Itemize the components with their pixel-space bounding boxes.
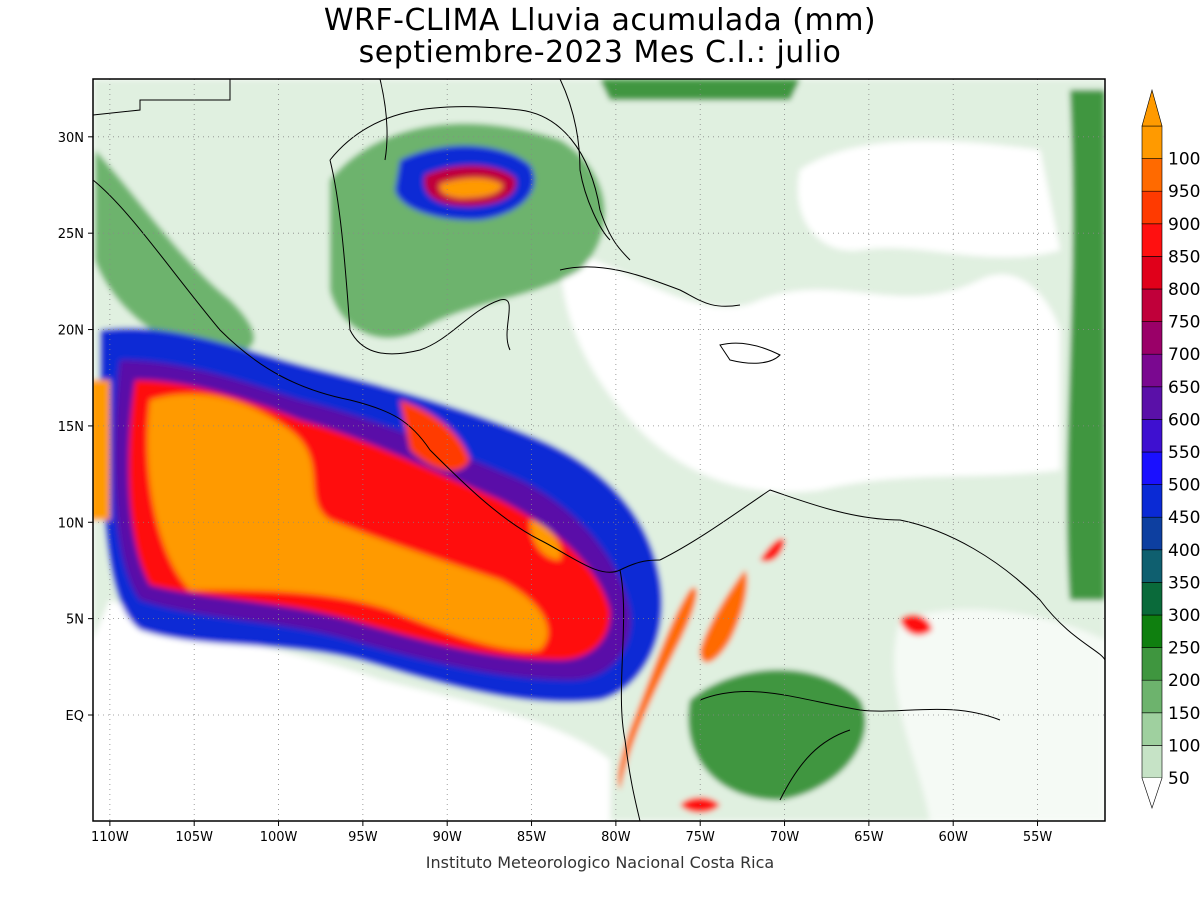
colorbar-swatch — [1141, 712, 1163, 746]
colorbar-label: 350 — [1168, 573, 1200, 593]
colorbar-swatch — [1141, 745, 1163, 779]
colorbar-label: 950 — [1168, 182, 1200, 202]
colorbar-label: 500 — [1168, 476, 1200, 496]
y-tick-label: 30N — [58, 131, 84, 146]
colorbar-swatch — [1141, 386, 1163, 420]
institution-credit: Instituto Meteorologico Nacional Costa R… — [425, 853, 775, 872]
colorbar-swatch — [1141, 614, 1163, 648]
colorbar: 50 100 150 200 250 300 350 400 450 500 550 600 650 70… — [1141, 88, 1200, 809]
colorbar-swatch — [1141, 125, 1163, 159]
colorbar-label: 450 — [1168, 508, 1200, 528]
colorbar-label: 550 — [1168, 443, 1200, 463]
colorbar-swatch — [1141, 516, 1163, 551]
x-tick-label: 90W — [432, 830, 462, 845]
colorbar-label: 800 — [1168, 280, 1200, 300]
colorbar-label: 650 — [1168, 378, 1200, 398]
map-frame — [92, 78, 1106, 822]
colorbar-swatch — [1141, 484, 1163, 518]
colorbar-max-arrow — [1141, 88, 1163, 127]
colorbar-min-arrow — [1141, 777, 1163, 809]
colorbar-swatch — [1141, 647, 1163, 681]
colorbar-swatch — [1141, 451, 1163, 485]
colorbar-label: 50 — [1168, 769, 1190, 789]
y-tick-label: 25N — [58, 227, 84, 242]
x-tick-label: 70W — [770, 830, 800, 845]
y-tick-label: EQ — [66, 709, 84, 724]
x-tick-label: 65W — [854, 830, 884, 845]
colorbar-swatch — [1141, 321, 1163, 355]
colorbar-label: 700 — [1168, 345, 1200, 365]
colorbar-swatch — [1141, 419, 1163, 453]
y-tick-label: 15N — [58, 420, 84, 435]
colorbar-swatch — [1141, 582, 1163, 616]
x-tick-label: 105W — [175, 830, 213, 845]
x-tick-label: 55W — [1023, 830, 1053, 845]
colorbar-label: 600 — [1168, 410, 1200, 430]
colorbar-label: 300 — [1168, 606, 1200, 626]
map-title: WRF-CLIMA Lluvia acumulada (mm) — [323, 3, 877, 38]
x-tick-label: 110W — [91, 830, 129, 845]
x-tick-label: 60W — [938, 830, 968, 845]
coastlines — [93, 79, 1105, 821]
colorbar-label: 250 — [1168, 639, 1200, 659]
colorbar-swatch — [1141, 679, 1163, 714]
y-axis: 30N 25N 20N 15N 10N 5N EQ — [58, 131, 93, 724]
colorbar-swatch — [1141, 256, 1163, 290]
colorbar-swatch — [1141, 549, 1163, 583]
colorbar-swatch — [1141, 288, 1163, 322]
x-tick-label: 75W — [685, 830, 715, 845]
colorbar-label: 900 — [1168, 215, 1200, 235]
colorbar-label: 200 — [1168, 671, 1200, 691]
y-tick-label: 10N — [58, 516, 84, 531]
precipitation-field — [93, 79, 1105, 821]
colorbar-swatch — [1141, 190, 1163, 225]
colorbar-label: 850 — [1168, 247, 1200, 267]
x-tick-label: 95W — [348, 830, 378, 845]
x-tick-label: 80W — [601, 830, 631, 845]
map-grid — [93, 79, 1105, 821]
colorbar-label: 100 — [1168, 736, 1200, 756]
colorbar-swatch — [1141, 353, 1163, 388]
colorbar-label: 150 — [1168, 704, 1200, 724]
y-tick-label: 20N — [58, 324, 84, 339]
y-tick-label: 5N — [66, 613, 84, 628]
map-subtitle: septiembre-2023 Mes C.I.: julio — [358, 35, 842, 70]
colorbar-label: 750 — [1168, 313, 1200, 333]
colorbar-label: 400 — [1168, 541, 1200, 561]
colorbar-swatch — [1141, 223, 1163, 257]
x-axis: 110W 105W 100W 95W 90W 85W 80W 75W 70W 65W 60W 55W — [91, 821, 1052, 845]
x-tick-label: 85W — [517, 830, 547, 845]
colorbar-label: 1000 — [1168, 150, 1200, 170]
x-tick-label: 100W — [260, 830, 298, 845]
colorbar-swatch — [1141, 158, 1163, 192]
